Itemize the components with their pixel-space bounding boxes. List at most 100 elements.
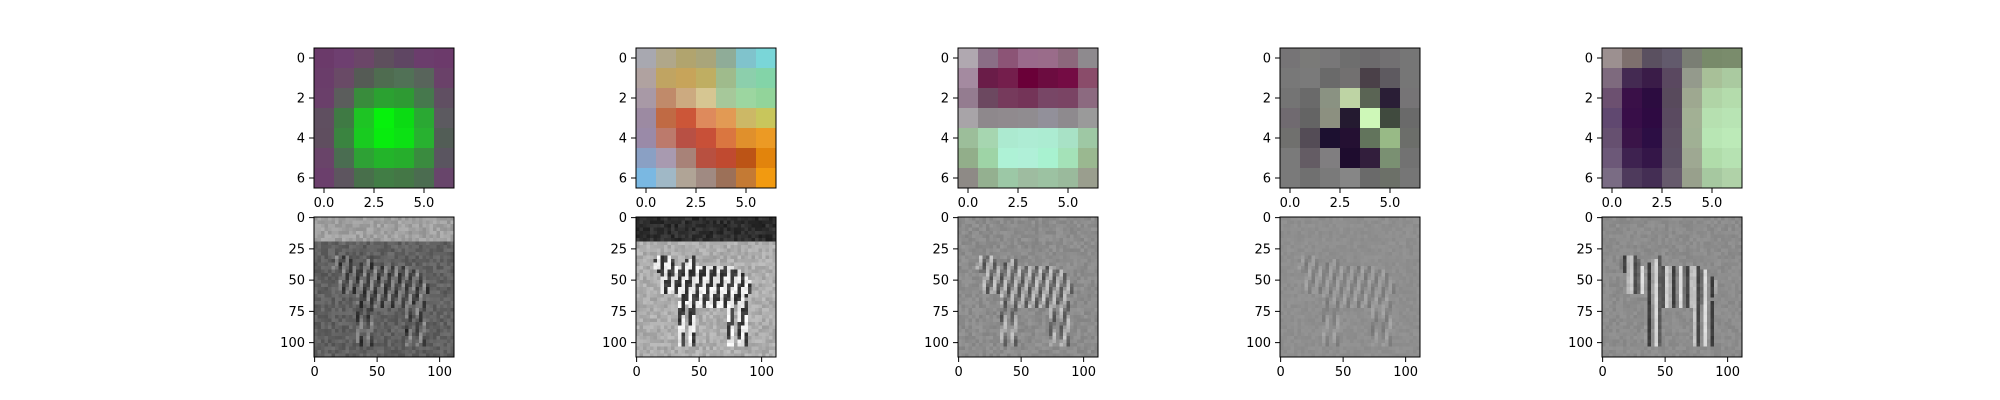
response-pixel <box>748 276 752 281</box>
response-pixel <box>394 315 399 319</box>
response-pixel <box>716 262 721 267</box>
response-pixel <box>741 241 745 246</box>
response-pixel <box>419 220 423 225</box>
response-pixel <box>664 308 668 312</box>
response-pixel <box>755 266 759 270</box>
response-pixel <box>671 220 675 225</box>
response-pixel <box>769 231 773 235</box>
response-pixel <box>314 280 318 284</box>
response-pixel <box>975 217 980 221</box>
response-pixel <box>394 269 399 274</box>
response-pixel <box>982 248 987 253</box>
response-pixel <box>345 248 350 253</box>
response-pixel <box>412 290 416 295</box>
response-pixel <box>363 280 367 284</box>
response-pixel <box>328 252 332 256</box>
response-pixel <box>1084 276 1088 281</box>
response-pixel <box>1077 336 1081 340</box>
response-pixel <box>1049 339 1053 344</box>
response-pixel <box>671 280 675 284</box>
response-pixel <box>765 287 770 291</box>
response-pixel <box>1028 224 1032 228</box>
filter-4-ytick-label: 2 <box>1263 92 1271 107</box>
response-pixel <box>1028 227 1032 232</box>
response-pixel <box>1063 276 1067 281</box>
response-pixel <box>366 343 371 347</box>
response-pixel <box>720 269 724 274</box>
response-pixel <box>730 269 735 274</box>
response-pixel <box>751 315 756 319</box>
response-pixel <box>993 231 997 235</box>
response-pixel <box>1010 266 1015 270</box>
response-pixel <box>401 234 406 239</box>
response-pixel <box>342 234 346 239</box>
response-pixel <box>982 301 987 305</box>
response-pixel <box>426 325 430 330</box>
response-pixel <box>1087 294 1092 298</box>
response-pixel <box>1066 280 1071 284</box>
response-pixel <box>762 231 766 235</box>
response-pixel <box>447 241 451 246</box>
filter-pixel <box>716 68 737 89</box>
response-pixel <box>734 280 738 284</box>
response-pixel <box>324 220 329 225</box>
response-pixel <box>1059 332 1064 337</box>
response-pixel <box>961 262 966 267</box>
response-pixel <box>653 343 658 347</box>
response-pixel <box>359 346 364 351</box>
response-pixel <box>713 297 717 302</box>
response-pixel <box>1010 224 1015 228</box>
response-pixel <box>429 346 434 351</box>
response-pixel <box>349 353 353 358</box>
response-pixel <box>748 220 752 225</box>
response-pixel <box>723 315 728 319</box>
response-pixel <box>709 280 714 284</box>
response-pixel <box>429 301 434 305</box>
response-pixel <box>751 318 756 323</box>
response-pixel <box>1080 273 1085 277</box>
response-pixel <box>1077 276 1081 281</box>
response-pixel <box>1077 224 1081 228</box>
response-pixel <box>422 241 427 246</box>
response-pixel <box>667 259 672 263</box>
response-pixel <box>317 353 322 358</box>
response-pixel <box>723 241 728 246</box>
response-pixel <box>450 217 455 221</box>
response-pixel <box>646 283 651 288</box>
response-pixel <box>1087 283 1092 288</box>
response-pixel <box>335 262 339 267</box>
response-pixel <box>730 322 735 326</box>
response-pixel <box>762 325 766 330</box>
response-pixel <box>366 238 371 242</box>
response-pixel <box>748 304 752 309</box>
response-pixel <box>730 280 735 284</box>
filter-pixel <box>414 88 435 109</box>
response-pixel <box>1003 231 1008 235</box>
response-pixel <box>734 332 738 337</box>
response-pixel <box>1014 259 1018 263</box>
response-pixel <box>709 353 714 358</box>
response-pixel <box>1038 262 1043 267</box>
response-pixel <box>324 231 329 235</box>
response-pixel <box>1077 332 1081 337</box>
response-pixel <box>646 252 651 256</box>
response-pixel <box>384 273 388 277</box>
response-pixel <box>965 325 969 330</box>
response-pixel <box>706 311 710 316</box>
response-pixel <box>1038 311 1043 316</box>
response-pixel <box>321 343 325 347</box>
response-pixel <box>741 248 745 253</box>
response-pixel <box>713 283 717 288</box>
response-pixel <box>716 234 721 239</box>
filter-pixel <box>636 88 657 109</box>
response-pixel <box>419 294 423 298</box>
response-pixel <box>709 220 714 225</box>
response-pixel <box>646 220 651 225</box>
response-pixel <box>758 227 763 232</box>
response-pixel <box>1003 297 1008 302</box>
response-pixel <box>737 283 742 288</box>
response-pixel <box>979 262 983 267</box>
response-pixel <box>384 280 388 284</box>
filter-pixel <box>414 48 435 69</box>
response-pixel <box>695 294 700 298</box>
